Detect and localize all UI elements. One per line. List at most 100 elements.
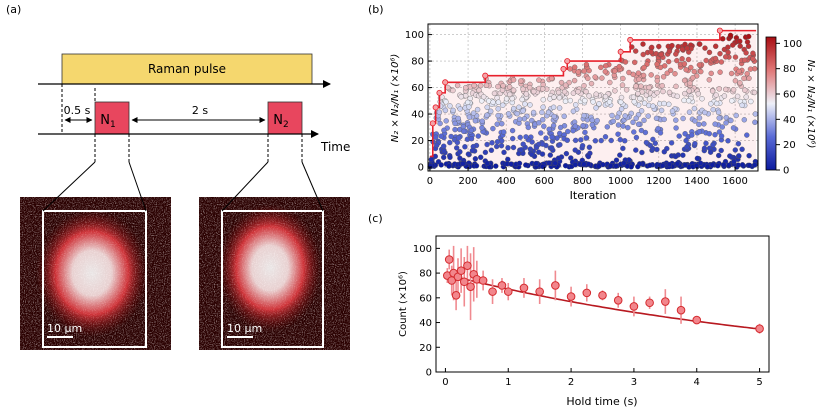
scatter-point: [571, 77, 578, 84]
scatter-point: [604, 124, 610, 130]
scatter-point: [739, 162, 746, 168]
scatter-point: [713, 43, 719, 49]
scatter-point: [686, 88, 692, 94]
scatter-point: [691, 105, 698, 112]
scatter-point: [452, 120, 458, 127]
scatter-point: [720, 162, 727, 168]
best-so-far-marker: [560, 66, 567, 73]
scatter-point: [660, 74, 667, 80]
scatter-point: [625, 124, 631, 131]
scatter-point: [589, 122, 595, 128]
scatter-point: [743, 50, 749, 56]
scatter-point: [706, 77, 712, 83]
scatter-point: [582, 129, 588, 136]
scatter-point: [703, 57, 709, 64]
y-tick-label: 20: [419, 343, 432, 354]
scatter-point: [556, 95, 563, 101]
y-tick-label: 60: [419, 293, 432, 304]
scatter-point: [633, 147, 639, 153]
scatter-point: [525, 124, 531, 131]
scatter-point: [690, 75, 696, 81]
scatter-point: [500, 102, 506, 108]
scatter-point: [696, 62, 703, 68]
scatter-point: [652, 140, 658, 146]
scatter-point: [505, 156, 511, 163]
scatter-point: [558, 79, 565, 86]
scatter-point: [736, 68, 742, 75]
scatter-point: [696, 129, 703, 135]
scatter-point: [503, 96, 510, 102]
scatter-point: [443, 118, 449, 124]
scatter-point: [539, 151, 546, 157]
data-point: [692, 315, 702, 325]
scatter-point: [716, 86, 722, 92]
data-point: [551, 281, 560, 290]
scatter-point: [725, 49, 731, 56]
y-tick-label: 20: [411, 136, 424, 147]
scatter-point: [517, 134, 523, 141]
scatter-point: [494, 121, 500, 127]
scatter-point: [632, 59, 638, 66]
scatter-point: [505, 111, 512, 117]
scatter-point: [666, 89, 673, 96]
scatter-point: [570, 90, 577, 96]
scatter-point: [643, 139, 650, 146]
colorbar-tick-label: 0: [783, 166, 789, 177]
n2-box: [267, 101, 303, 135]
scatter-point: [702, 45, 708, 51]
scatter-point: [703, 140, 709, 146]
scatter-point: [654, 90, 660, 96]
scatter-point: [581, 83, 587, 89]
n2-label: N2: [273, 113, 288, 130]
scatter-point: [471, 82, 477, 89]
scatter-point: [460, 124, 467, 130]
scatter-point: [452, 126, 458, 133]
scatter-point: [457, 106, 463, 112]
scatter-point: [681, 97, 687, 104]
fit-curve: [445, 273, 760, 330]
scatter-point: [550, 122, 557, 129]
scatter-point: [456, 135, 462, 141]
scatter-point: [641, 64, 647, 71]
scatter-point: [621, 160, 627, 166]
scatter-point: [514, 111, 520, 117]
scatter-point: [660, 88, 666, 95]
y-tick-label: 100: [413, 244, 432, 255]
scatter-point: [519, 96, 525, 103]
scatter-point: [446, 163, 452, 169]
scatter-point: [441, 154, 447, 161]
scatter-point: [635, 90, 641, 97]
chart-c-points: [443, 245, 764, 334]
scatter-point: [470, 110, 477, 116]
scatter-point: [709, 162, 715, 168]
scatter-point: [673, 153, 679, 160]
scatter-point: [478, 82, 484, 89]
scatter-point: [746, 153, 752, 159]
scatter-point: [565, 128, 571, 135]
scatter-point: [438, 133, 444, 139]
scatter-point: [708, 101, 714, 107]
scatter-point: [460, 160, 466, 167]
scatter-point: [746, 162, 753, 169]
scatter-point: [638, 83, 644, 89]
data-point: [755, 324, 764, 334]
scatter-point: [479, 118, 485, 124]
scatter-point: [585, 153, 592, 160]
scatter-point: [518, 78, 524, 84]
scatter-point: [692, 140, 698, 147]
data-point: [676, 305, 686, 315]
scatter-point: [457, 149, 463, 155]
scatter-point: [685, 56, 692, 63]
scatter-point: [540, 86, 546, 92]
scatter-point: [572, 162, 578, 168]
scatter-point: [742, 57, 748, 63]
scatter-point: [668, 140, 675, 146]
scatter-point: [727, 153, 733, 159]
scatter-point: [590, 99, 596, 105]
scatter-point: [581, 112, 587, 119]
data-point: [478, 276, 488, 285]
scatter-point: [508, 161, 514, 167]
data-point: [566, 292, 576, 301]
scatter-point: [666, 161, 673, 168]
scatter-point: [523, 162, 529, 168]
